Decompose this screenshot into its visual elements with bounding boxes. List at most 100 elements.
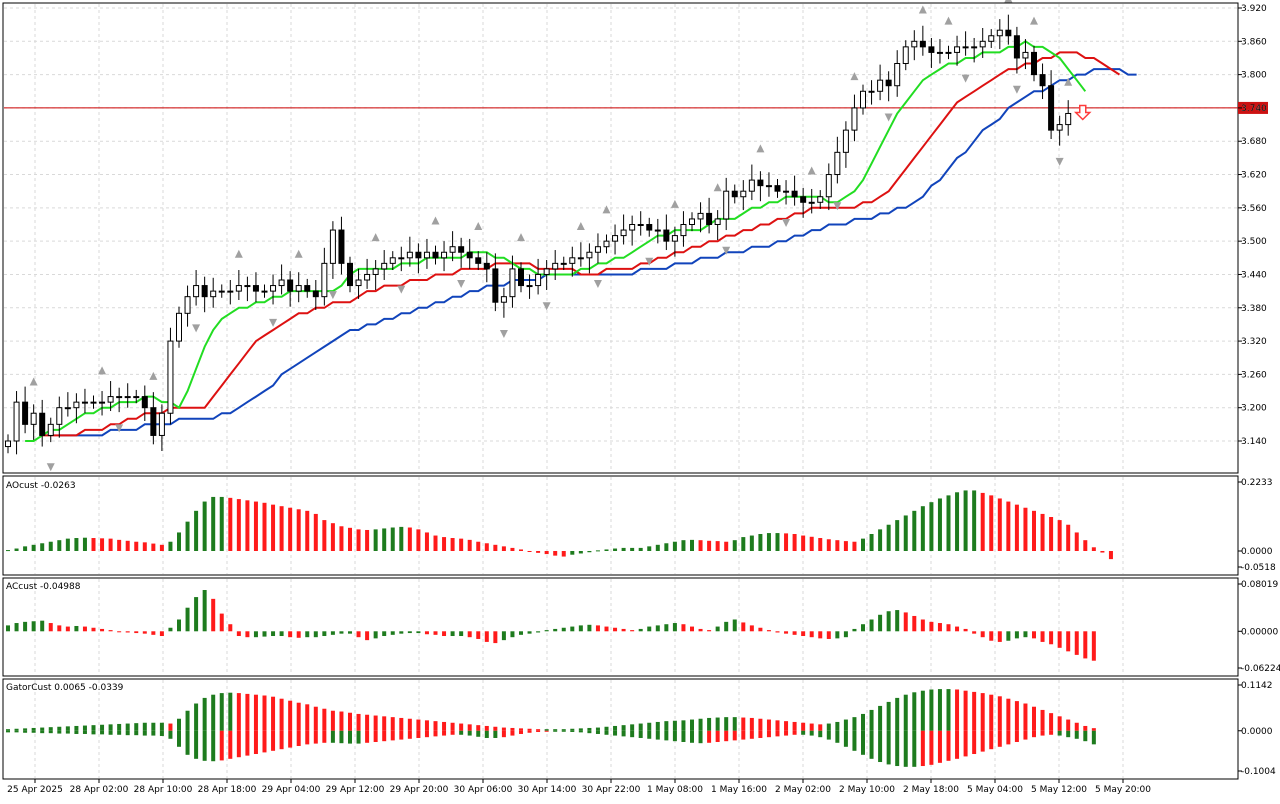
bull-candle (543, 268, 550, 275)
gator-upper-bar (1083, 725, 1088, 731)
bull-candle (979, 40, 986, 48)
bull-candle (73, 401, 80, 409)
gator-upper-bar (322, 708, 327, 731)
bear-candle (1013, 35, 1020, 59)
bear-candle (22, 401, 29, 425)
ao-bar (536, 550, 541, 553)
bear-candle (492, 268, 499, 303)
gator-upper-bar (997, 696, 1002, 731)
ac-bar (510, 631, 515, 638)
ac-bar (1032, 631, 1036, 639)
indicator-axis-label: -0.1004 (1241, 767, 1276, 777)
ao-bar (647, 546, 652, 551)
ac-bar (741, 622, 746, 632)
bull-candle (381, 262, 388, 270)
ao-bar (1074, 532, 1079, 551)
price-axis-label: 3.380 (1241, 304, 1267, 314)
gator-lower-bar (14, 730, 19, 733)
gator-lower-bar (843, 730, 848, 747)
gator-pane-border (2, 678, 1239, 780)
gator-lower-bar (724, 730, 729, 742)
gator-lower-bar (348, 730, 352, 744)
bull-candle (261, 290, 268, 293)
ao-bar (1040, 513, 1045, 551)
gator-lower-bar (1057, 730, 1062, 736)
ao-bar (1006, 501, 1011, 551)
bull-candle (244, 285, 251, 288)
ao-bar (980, 492, 985, 551)
gator-upper-bar (339, 711, 344, 731)
gator-lower-bar (159, 730, 164, 736)
gator-upper-bar (1074, 722, 1079, 731)
gator-upper-bar (595, 727, 600, 731)
ac-bar (390, 631, 395, 635)
fractal-up-icon (850, 72, 859, 81)
gator-upper-bar (373, 715, 378, 731)
bull-candle (851, 107, 858, 131)
gator-lower-bar (664, 730, 669, 741)
gator-lower-bar (613, 730, 618, 736)
ao-bar (929, 502, 934, 551)
ac-bar (903, 612, 908, 632)
gator-lower-bar (271, 730, 276, 751)
ao-bar (869, 534, 874, 551)
ao-bar (1108, 550, 1113, 560)
gator-upper-bar (228, 692, 233, 731)
bull-candle (90, 401, 97, 404)
ao-bar (621, 547, 626, 551)
ac-bar (655, 625, 660, 632)
ac-bar (134, 631, 139, 634)
ac-bar (749, 625, 754, 632)
gator-lower-bar (31, 730, 36, 733)
gator-lower-bar (356, 730, 361, 744)
bear-candle (706, 212, 713, 225)
gator-lower-bar (946, 730, 951, 761)
ao-bar (365, 529, 370, 551)
ac-bar (638, 628, 643, 632)
ac-bar (724, 621, 729, 632)
gator-upper-bar (142, 722, 147, 731)
gator-upper-bar (604, 726, 609, 731)
ao-bar (48, 541, 53, 551)
gator-lower-bar (792, 730, 797, 735)
ao-bar (707, 540, 712, 551)
ao-bar (775, 533, 780, 551)
bull-candle (81, 401, 88, 404)
ao-bar (955, 492, 960, 551)
ao-bar (219, 496, 224, 551)
time-axis-label: 30 Apr 14:00 (518, 785, 577, 795)
bull-candle (295, 285, 302, 292)
bull-candle (500, 296, 507, 303)
fractal-down-icon (833, 202, 842, 211)
bull-candle (902, 46, 909, 65)
gator-upper-bar (493, 726, 498, 731)
ac-bar (228, 624, 233, 632)
bull-candle (1065, 112, 1072, 126)
bull-candle (210, 290, 217, 298)
gator-lower-bar (23, 730, 28, 733)
indicator-axis-label: 0.08019 (1241, 580, 1278, 590)
bull-candle (911, 40, 918, 48)
ac-bar (929, 621, 934, 632)
ao-bar (527, 550, 532, 552)
gator-lower-bar (236, 730, 241, 758)
fractal-down-icon (499, 329, 508, 338)
price-axis-label: 3.320 (1241, 337, 1267, 347)
ac-bar (117, 631, 122, 633)
ac-bar (108, 630, 113, 632)
ao-bar (279, 506, 284, 551)
time-axis-label: 28 Apr 18:00 (198, 785, 257, 795)
gator-lower-bar (484, 730, 489, 738)
gator-lower-bar (57, 730, 62, 734)
price-pane-border (2, 2, 1239, 474)
time-axis-label: 1 May 08:00 (647, 785, 703, 795)
gator-lower-bar (1023, 730, 1028, 740)
indicator-axis-label: 0.0000 (1241, 727, 1273, 737)
gator-upper-bar (972, 691, 977, 731)
gator-lower-bar (100, 730, 105, 735)
gator-upper-bar (852, 717, 857, 731)
gator-lower-bar (698, 730, 703, 744)
gator-upper-bar (655, 721, 660, 731)
